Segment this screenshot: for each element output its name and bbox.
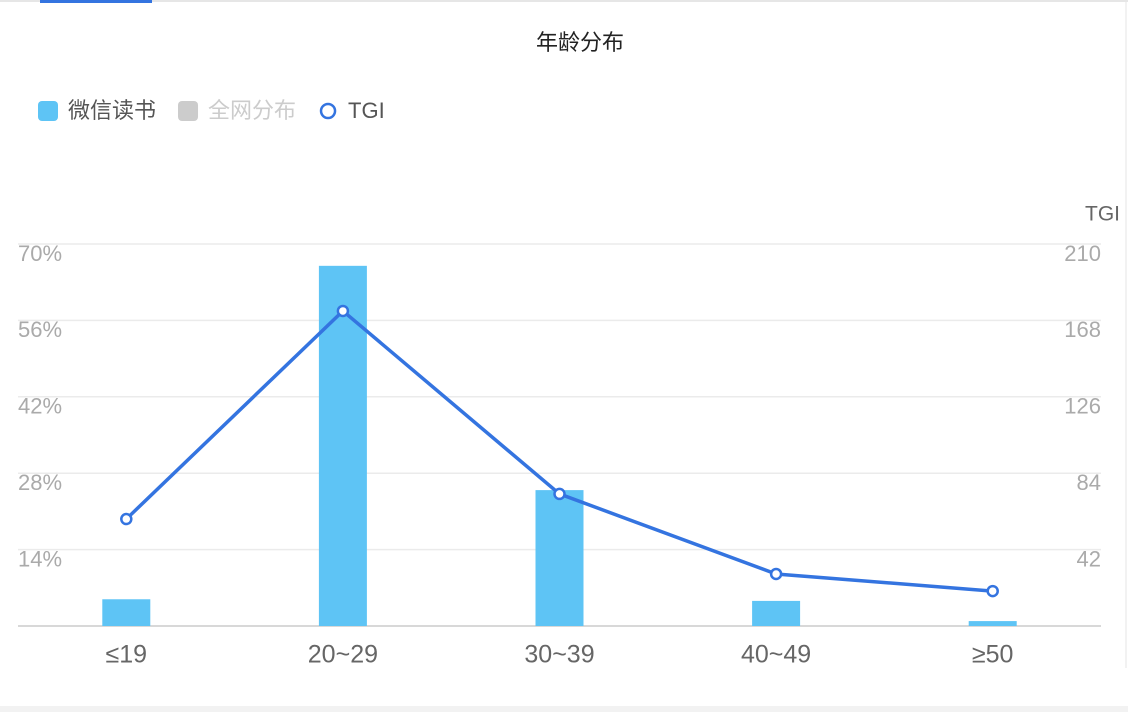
line-point xyxy=(986,584,999,598)
active-tab-indicator xyxy=(40,0,152,3)
x-tick-label: 30~39 xyxy=(524,641,594,669)
bottom-band xyxy=(0,706,1128,712)
y-tick-label: 42% xyxy=(18,394,62,419)
bar xyxy=(968,621,1017,626)
legend-label[interactable]: 微信读书 xyxy=(68,98,156,123)
bar xyxy=(318,265,367,626)
legend-marker xyxy=(319,102,337,120)
legend-marker xyxy=(178,101,199,121)
bar xyxy=(102,599,151,626)
y2-axis-title: TGI xyxy=(1085,203,1120,226)
x-tick-label: ≥50 xyxy=(972,641,1014,669)
bar xyxy=(752,600,801,626)
bar xyxy=(535,490,584,626)
legend-label[interactable]: 全网分布 xyxy=(208,98,296,123)
y2-tick-label: 210 xyxy=(1064,241,1101,266)
legend-marker xyxy=(38,101,58,121)
x-tick-label: ≤19 xyxy=(106,641,148,669)
y-tick-label: 70% xyxy=(18,241,62,266)
line-point xyxy=(553,487,566,501)
y-tick-label: 28% xyxy=(18,470,62,495)
x-tick-label: 20~29 xyxy=(308,641,378,669)
y2-tick-label: 42 xyxy=(1077,546,1101,571)
x-tick-label: 40~49 xyxy=(741,641,811,669)
y-tick-label: 56% xyxy=(18,317,62,342)
line-point xyxy=(336,304,350,318)
top-border xyxy=(0,0,1128,2)
line-point xyxy=(769,567,783,581)
chart-title: 年龄分布 xyxy=(536,30,624,55)
line-point xyxy=(120,512,133,526)
legend-label[interactable]: TGI xyxy=(348,98,385,123)
y2-tick-label: 168 xyxy=(1064,317,1101,342)
y-tick-label: 14% xyxy=(18,546,62,571)
y2-tick-label: 84 xyxy=(1077,470,1101,495)
y2-tick-label: 126 xyxy=(1064,394,1101,419)
